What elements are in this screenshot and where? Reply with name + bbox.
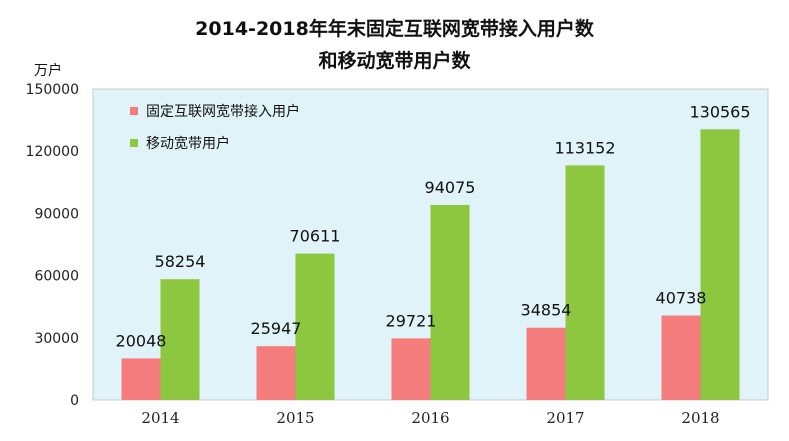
x-tick-label: 2017 (546, 409, 584, 427)
bar-fixed-broadband (526, 327, 566, 400)
y-tick-label: 90000 (34, 206, 79, 222)
bar-mobile-broadband (430, 204, 470, 400)
data-label: 94075 (425, 178, 476, 197)
y-tick-label: 0 (70, 393, 79, 409)
data-labels: 20048 58254 25947 70611 29721 94075 34854 11315… (116, 102, 751, 350)
bar-fixed-broadband (256, 346, 296, 400)
y-axis-unit-label: 万户 (34, 63, 62, 79)
bar-fixed-broadband (661, 315, 701, 400)
data-label: 29721 (386, 311, 437, 330)
bar-mobile-broadband (295, 253, 335, 400)
y-tick-label: 150000 (26, 82, 79, 98)
x-axis-ticks: 2014 2015 2016 2017 2018 (141, 409, 719, 427)
y-tick-label: 60000 (34, 269, 79, 285)
x-tick-label: 2014 (141, 409, 179, 427)
y-tick-label: 30000 (34, 331, 79, 347)
chart-title-line2: 和移动宽带用户数 (318, 50, 471, 72)
chart-title-line1: 2014-2018年年末固定互联网宽带接入用户数 (195, 18, 594, 40)
data-label: 40738 (656, 289, 707, 308)
bars (121, 129, 740, 400)
legend-label: 固定互联网宽带接入用户 (146, 103, 300, 120)
y-tick-label: 120000 (26, 144, 79, 160)
legend-swatch (130, 107, 138, 115)
x-tick-label: 2015 (276, 409, 314, 427)
data-label: 130565 (689, 102, 750, 121)
bar-fixed-broadband (121, 358, 161, 400)
data-label: 113152 (554, 138, 615, 157)
data-label: 58254 (155, 252, 206, 271)
bar-fixed-broadband (391, 338, 431, 400)
data-label: 25947 (251, 319, 302, 338)
data-label: 70611 (290, 227, 341, 246)
data-label: 20048 (116, 331, 167, 350)
x-tick-label: 2016 (411, 409, 449, 427)
data-label: 34854 (521, 301, 572, 320)
y-axis-ticks: 0 30000 60000 90000 120000 150000 (26, 82, 79, 409)
bar-mobile-broadband (565, 165, 605, 400)
bar-mobile-broadband (160, 279, 200, 400)
legend-label: 移动宽带用户 (146, 135, 230, 152)
x-tick-label: 2018 (681, 409, 719, 427)
bar-mobile-broadband (700, 129, 740, 400)
legend-swatch (130, 139, 138, 147)
